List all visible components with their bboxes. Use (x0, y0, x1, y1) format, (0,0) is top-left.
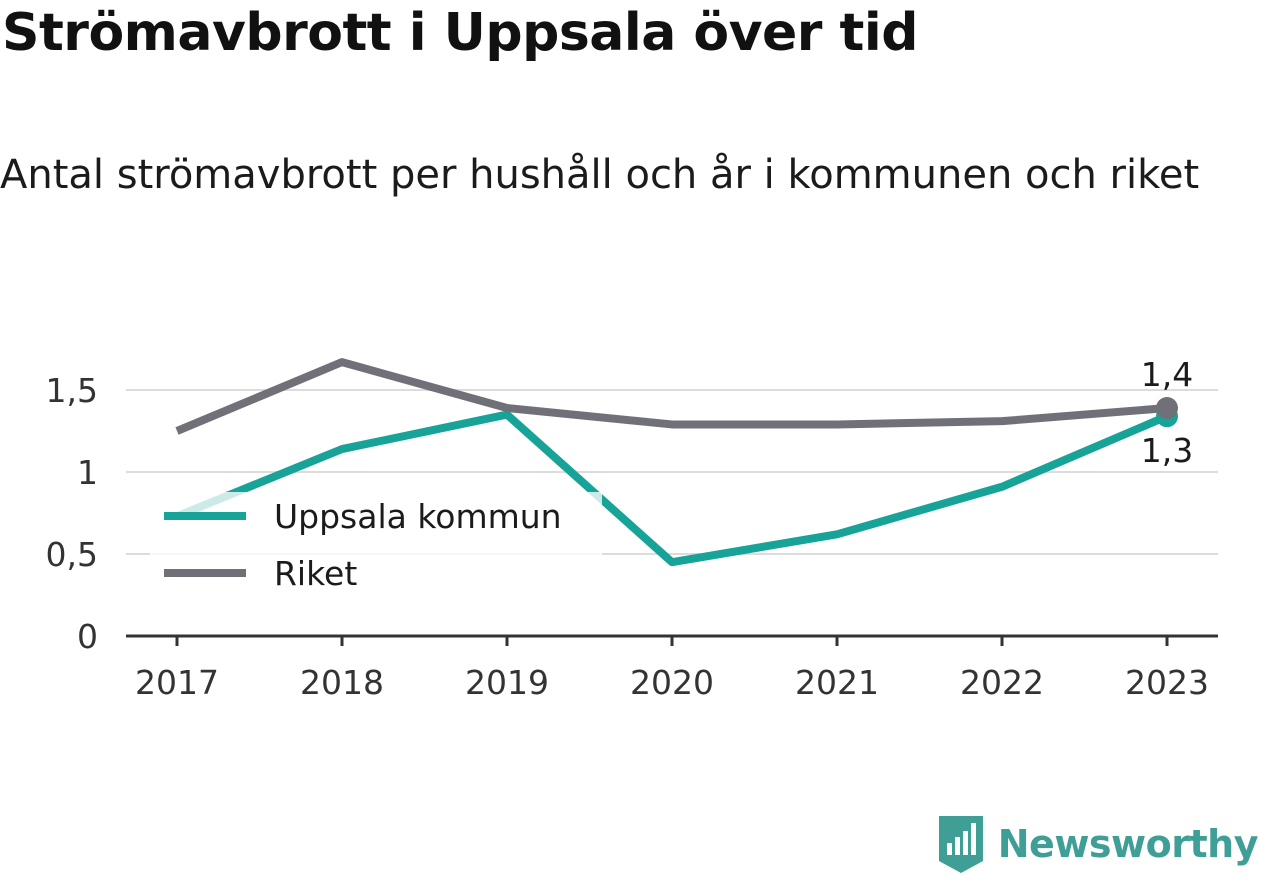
brand-name: Newsworthy (997, 822, 1259, 866)
x-tick-label: 2020 (630, 663, 714, 702)
chart-subtitle: Antal strömavbrott per hushåll och år i … (0, 152, 1200, 198)
x-tick-label: 2017 (135, 663, 219, 702)
legend: Uppsala kommun Riket (150, 492, 602, 608)
x-tick-label: 2018 (300, 663, 384, 702)
data-label: 1,3 (1141, 431, 1193, 470)
data-label: 1,4 (1141, 355, 1193, 394)
end-point-marker (1156, 397, 1178, 420)
x-tick-label: 2019 (465, 663, 549, 702)
logo-bar-2 (954, 837, 960, 855)
logo-bar-3 (962, 831, 968, 855)
data-labels: 1,3 1,4 (1141, 355, 1193, 470)
y-tick-label: 0 (77, 617, 98, 656)
x-tick-label: 2021 (795, 663, 879, 702)
legend-background (150, 492, 602, 608)
logo-shield (938, 816, 983, 873)
chart-title: Strömavbrott i Uppsala över tid (2, 3, 918, 63)
x-tick-label: 2022 (960, 663, 1044, 702)
legend-label: Uppsala kommun (274, 497, 562, 536)
y-tick-label: 0,5 (46, 535, 98, 574)
axes: 0 0,5 1 1,5 2017 2018 2019 2020 2021 2022 2023 (46, 371, 1218, 702)
newsworthy-logo: Newsworthy (936, 813, 1259, 875)
series-line (175, 358, 1168, 435)
x-tick-label: 2023 (1125, 663, 1209, 702)
y-tick-label: 1,5 (46, 371, 98, 410)
series-lines (175, 358, 1169, 567)
legend-label: Riket (274, 554, 357, 593)
logo-bar-1 (946, 843, 952, 855)
logo-bar-4 (970, 823, 976, 855)
bar-chart-icon (938, 816, 983, 873)
y-tick-label: 1 (77, 453, 98, 492)
series-line (175, 410, 1169, 567)
